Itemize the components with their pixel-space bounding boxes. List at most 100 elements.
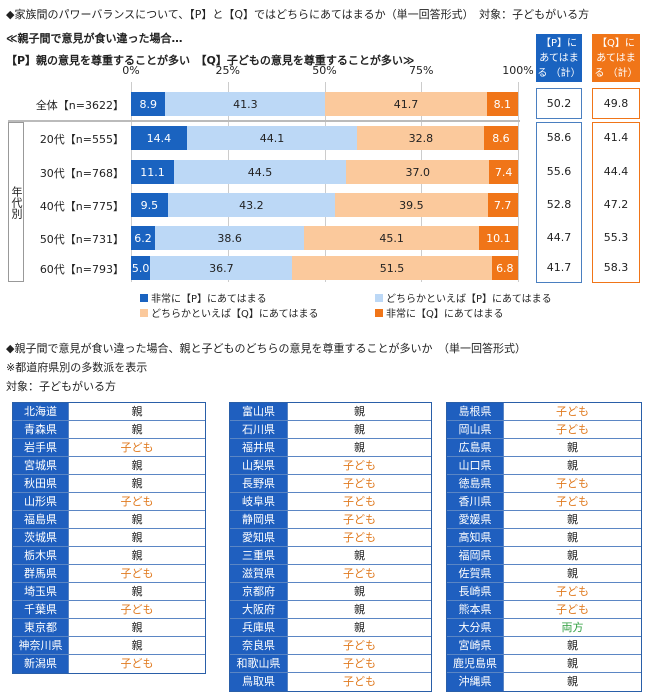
x-tick-label: 50% [312,64,337,77]
bar-segment: 5.0 [131,256,151,280]
table-row: 京都府 親 [230,583,431,601]
prefecture-name: 栃木県 [13,547,69,564]
majority-value: 親 [131,549,143,562]
table-row: 鹿児島県 親 [447,655,641,673]
prefecture-name: 沖縄県 [447,673,504,691]
bar-segment: 45.1 [304,226,479,250]
x-tick-label: 100% [502,64,534,77]
table-row: 広島県 親 [447,439,641,457]
category-label: 40代【n=775】 [39,200,124,213]
prefecture-name: 岐阜県 [230,493,288,510]
bar-segment: 6.8 [491,256,518,280]
prefecture-name: 岡山県 [447,421,504,438]
majority-value: 親 [567,531,578,544]
table-row: 山梨県 子ども [230,457,431,475]
p-total-box [536,122,582,283]
table-row: 富山県 親 [230,403,431,421]
prefecture-name: 奈良県 [230,637,288,654]
prefecture-name: 香川県 [447,493,504,510]
q-total-value: 58.3 [603,261,629,274]
majority-value: 子ども [556,603,589,616]
majority-value: 子ども [556,405,589,418]
majority-value: 親 [567,675,578,688]
table-row: 三重県 親 [230,547,431,565]
table-row: 東京都 親 [13,619,205,637]
table-row: 北海道 親 [13,403,205,421]
prefecture-name: 岩手県 [13,439,69,456]
prefecture-table: 北海道親青森県親岩手県 子ども 宮城県親秋田県親山形県 子ども 福島県親茨城県親栃木県親… [12,402,206,674]
bar-segment: 8.9 [131,92,166,116]
section2-target: 対象：子どもがいる方 [6,380,116,393]
chart-title: ◆家族間のパワーバランスについて、【P】と【Q】ではどちらにあてはまるか（単一回… [6,8,590,21]
majority-value: 親 [131,423,143,436]
q-total-value: 49.8 [603,97,629,110]
table-row: 鳥取県 子ども [230,673,431,691]
q-total-box [592,88,640,119]
majority-value: 子ども [120,603,154,616]
majority-value: 子ども [343,567,376,580]
bar-segment: 37.0 [346,160,490,184]
table-row: 宮崎県 親 [447,637,641,655]
prefecture-name: 北海道 [13,403,69,420]
q-total-value: 55.3 [603,231,629,244]
legend-swatch [140,293,148,302]
prefecture-name: 千葉県 [13,601,69,618]
table-row: 和歌山県 子ども [230,655,431,673]
section2-title: ◆親子間で意見が食い違った場合、親と子どものどちらの意見を尊重することが多いか … [6,342,526,355]
p-total-value: 50.2 [546,97,572,110]
majority-value: 子ども [556,423,589,436]
prefecture-table: 島根県 子ども 岡山県 子ども 広島県親山口県親徳島県 子ども 香川県 子ども 愛媛県親高知県親… [446,402,642,692]
prefecture-name: 東京都 [13,619,69,636]
prefecture-name: 高知県 [447,529,504,546]
section2-note: ※都道府県別の多数派を表示 [6,361,148,374]
q-total-value: 44.4 [603,165,629,178]
bar-segment: 32.8 [357,126,485,150]
table-row: 山形県 子ども [13,493,205,511]
table-row: 熊本県 子ども [447,601,641,619]
majority-value: 子ども [343,513,376,526]
prefecture-table: 富山県親石川県親福井県親山梨県 子ども 長野県 子ども 岐阜県 子ども 静岡県 子ども 愛知県子… [229,402,432,692]
prefecture-name: 富山県 [230,403,288,420]
table-row: 千葉県 子ども [13,601,205,619]
prefecture-name: 青森県 [13,421,69,438]
bar-segment: 44.5 [173,160,347,184]
p-total-value: 55.6 [546,165,572,178]
majority-value: 親 [567,459,578,472]
bar-segment: 39.5 [334,193,488,217]
majority-value: 親 [131,639,143,652]
p-total-value: 44.7 [546,231,572,244]
table-row: 静岡県 子ども [230,511,431,529]
majority-value: 親 [131,405,143,418]
prefecture-name: 愛媛県 [447,511,504,528]
table-row: 沖縄県 親 [447,673,641,691]
majority-value: 子ども [343,675,376,688]
majority-value: 子ども [556,477,589,490]
bar-segment: 43.2 [167,193,335,217]
legend-item: 非常に【P】にあてはまる [140,290,267,305]
table-row: 岡山県 子ども [447,421,641,439]
prefecture-name: 兵庫県 [230,619,288,636]
bar-segment: 6.2 [131,226,155,250]
prefecture-name: 茨城県 [13,529,69,546]
bar-segment: 14.4 [131,126,187,150]
bar-segment: 8.6 [484,126,518,150]
chart-subtitle: ≪親子間で意見が食い違った場合… [6,32,183,45]
table-row: 兵庫県 親 [230,619,431,637]
prefecture-name: 石川県 [230,421,288,438]
majority-value: 子ども [343,531,376,544]
table-row: 秋田県 親 [13,475,205,493]
bar-segment: 10.1 [478,226,518,250]
majority-value: 親 [567,657,578,670]
x-tick-label: 75% [409,64,434,77]
table-row: 宮城県 親 [13,457,205,475]
majority-value: 親 [354,423,365,436]
prefecture-name: 宮城県 [13,457,69,474]
majority-value: 親 [131,513,143,526]
category-label: 30代【n=768】 [39,167,124,180]
majority-value: 子ども [343,495,376,508]
majority-value: 子ども [120,567,154,580]
legend-swatch [140,308,148,317]
majority-value: 子ども [556,495,589,508]
majority-value: 親 [567,441,578,454]
table-row: 福島県 親 [13,511,205,529]
